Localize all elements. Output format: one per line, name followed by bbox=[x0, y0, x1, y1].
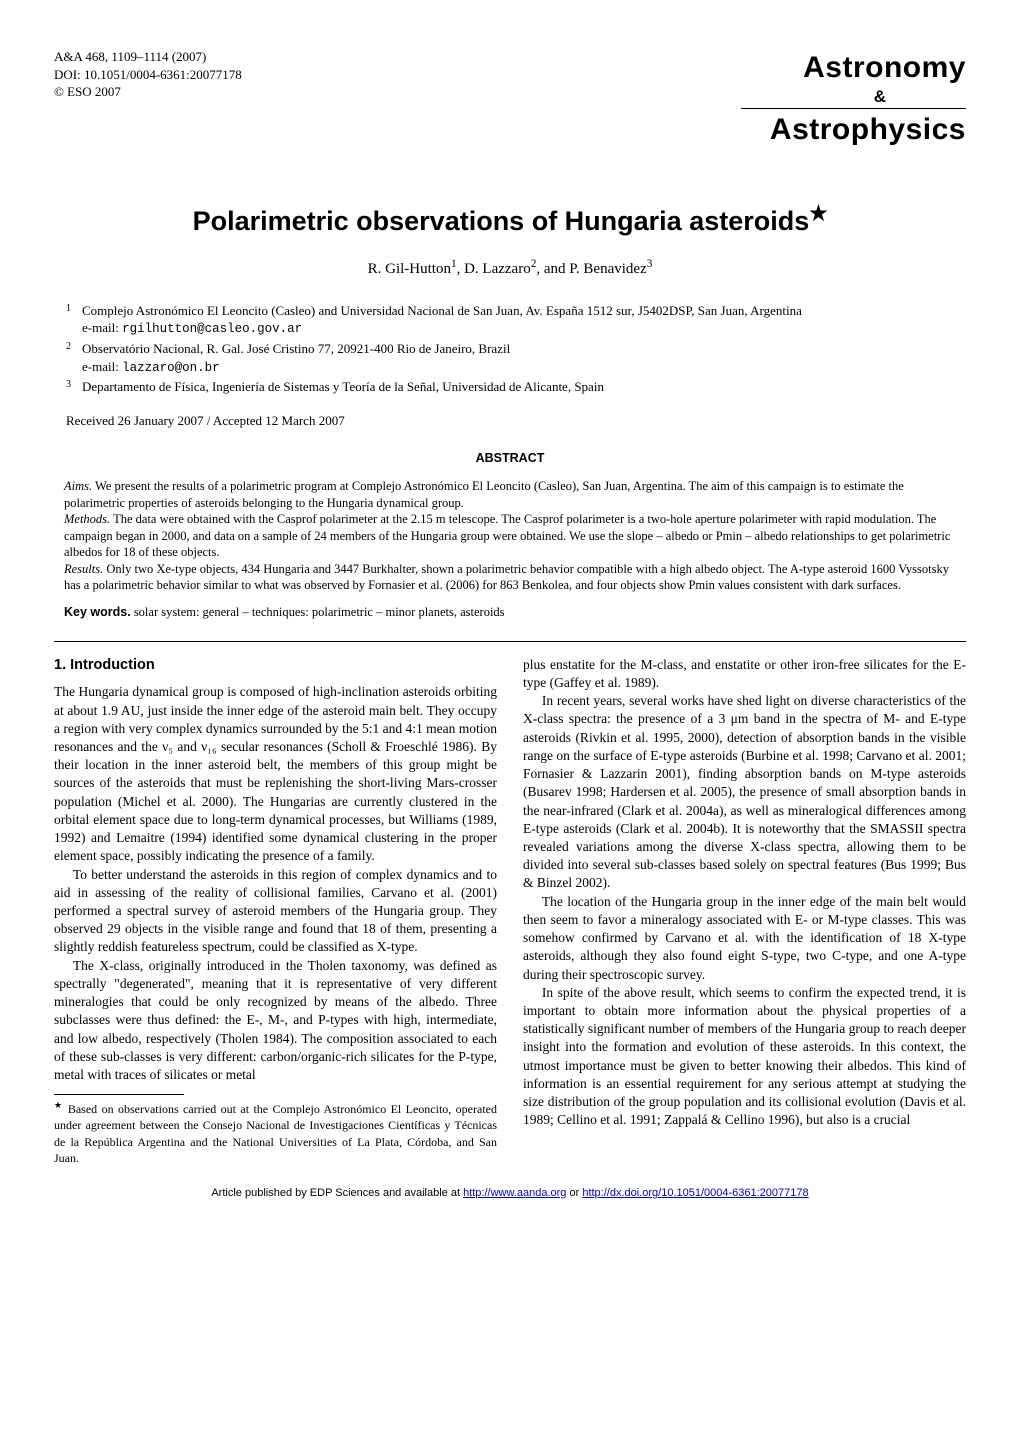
right-p1: plus enstatite for the M-class, and enst… bbox=[523, 656, 966, 692]
section-1-heading: 1. Introduction bbox=[54, 656, 497, 676]
author-3: , and P. Benavidez bbox=[536, 261, 646, 277]
footnote-text: Based on observations carried out at the… bbox=[54, 1102, 497, 1165]
affil-1-email: rgilhutton@casleo.gov.ar bbox=[122, 322, 302, 336]
footer-bar: Article published by EDP Sciences and av… bbox=[54, 1186, 966, 1201]
title-footnote-star: ★ bbox=[809, 203, 827, 225]
received-accepted: Received 26 January 2007 / Accepted 12 M… bbox=[66, 412, 966, 430]
journal-meta: A&A 468, 1109–1114 (2007) DOI: 10.1051/0… bbox=[54, 48, 242, 101]
affil-2-text: Observatório Nacional, R. Gal. José Cris… bbox=[82, 341, 510, 356]
footer-mid: or bbox=[569, 1187, 582, 1199]
affiliation-3: 3 Departamento de Física, Ingeniería de … bbox=[66, 378, 954, 396]
right-p3: The location of the Hungaria group in th… bbox=[523, 893, 966, 984]
methods-label: Methods. bbox=[64, 512, 110, 526]
authors-line: R. Gil-Hutton1, D. Lazzaro2, and P. Bena… bbox=[54, 257, 966, 279]
affiliations: 1 Complejo Astronómico El Leoncito (Casl… bbox=[54, 302, 966, 396]
logo-top: Astronomy bbox=[741, 48, 966, 89]
affil-2-email: lazzaro@on.br bbox=[122, 361, 220, 375]
logo-bottom: Astrophysics bbox=[741, 110, 966, 151]
keywords-line: Key words. solar system: general – techn… bbox=[54, 604, 966, 621]
section-divider bbox=[54, 641, 966, 642]
footer-prefix: Article published by EDP Sciences and av… bbox=[211, 1187, 463, 1199]
author-1: R. Gil-Hutton bbox=[368, 261, 451, 277]
left-p1: The Hungaria dynamical group is composed… bbox=[54, 683, 497, 865]
right-column: plus enstatite for the M-class, and enst… bbox=[523, 656, 966, 1166]
affil-1-text: Complejo Astronómico El Leoncito (Casleo… bbox=[82, 303, 802, 318]
results-text: Only two Xe-type objects, 434 Hungaria a… bbox=[64, 562, 949, 593]
journal-logo: Astronomy & Astrophysics bbox=[741, 48, 966, 151]
aims-label: Aims. bbox=[64, 479, 92, 493]
left-p2: To better understand the asteroids in th… bbox=[54, 866, 497, 957]
footer-link-1[interactable]: http://www.aanda.org bbox=[463, 1187, 566, 1199]
left-column: 1. Introduction The Hungaria dynamical g… bbox=[54, 656, 497, 1166]
methods-text: The data were obtained with the Casprof … bbox=[64, 512, 950, 559]
keywords-label: Key words. bbox=[64, 605, 131, 619]
author-2: , D. Lazzaro bbox=[457, 261, 531, 277]
keywords-text: solar system: general – techniques: pola… bbox=[131, 605, 505, 619]
header-row: A&A 468, 1109–1114 (2007) DOI: 10.1051/0… bbox=[54, 48, 966, 151]
paper-title: Polarimetric observations of Hungaria as… bbox=[54, 201, 966, 239]
affiliation-1: 1 Complejo Astronómico El Leoncito (Casl… bbox=[66, 302, 954, 338]
doi: DOI: 10.1051/0004-6361:20077178 bbox=[54, 66, 242, 84]
aims-text: We present the results of a polarimetric… bbox=[64, 479, 904, 510]
affiliation-2: 2 Observatório Nacional, R. Gal. José Cr… bbox=[66, 340, 954, 376]
footer-link-2[interactable]: http://dx.doi.org/10.1051/0004-6361:2007… bbox=[582, 1187, 808, 1199]
affil-3-text: Departamento de Física, Ingeniería de Si… bbox=[82, 379, 604, 394]
journal-ref: A&A 468, 1109–1114 (2007) bbox=[54, 48, 242, 66]
logo-divider bbox=[741, 108, 966, 109]
results-label: Results. bbox=[64, 562, 103, 576]
copyright: © ESO 2007 bbox=[54, 83, 242, 101]
email-label: e-mail: bbox=[82, 320, 122, 335]
body-columns: 1. Introduction The Hungaria dynamical g… bbox=[54, 656, 966, 1166]
footnote-separator bbox=[54, 1094, 184, 1095]
abstract-body: Aims. We present the results of a polari… bbox=[54, 478, 966, 594]
abstract-heading: ABSTRACT bbox=[54, 450, 966, 467]
footnote: ★ Based on observations carried out at t… bbox=[54, 1099, 497, 1166]
right-p2: In recent years, several works have shed… bbox=[523, 692, 966, 892]
email-label: e-mail: bbox=[82, 359, 122, 374]
left-p3: The X-class, originally introduced in th… bbox=[54, 957, 497, 1085]
right-p4: In spite of the above result, which seem… bbox=[523, 984, 966, 1130]
logo-amp: & bbox=[741, 86, 886, 109]
